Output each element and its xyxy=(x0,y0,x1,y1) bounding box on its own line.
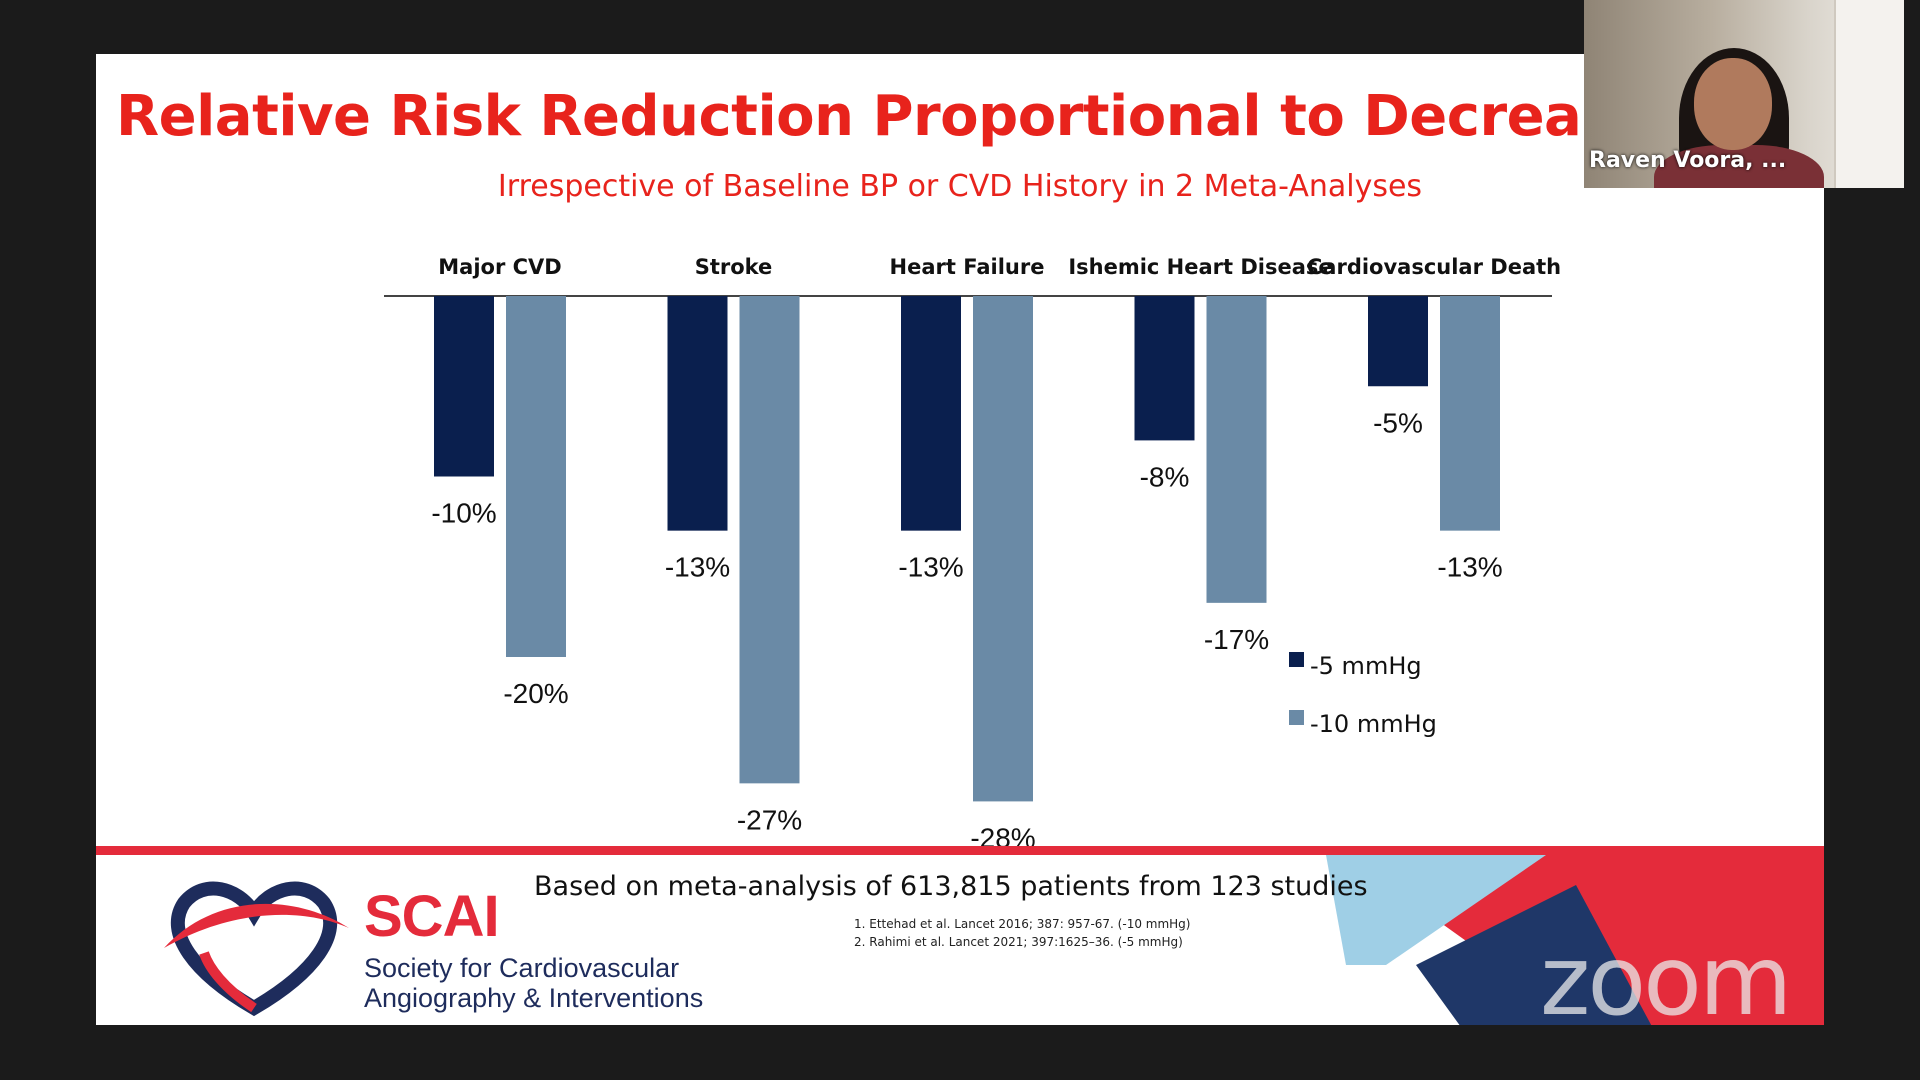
slide-title: Relative Risk Reduction Proportional to … xyxy=(116,84,1819,149)
bar-minus10 xyxy=(739,296,800,784)
category-label: Ishemic Heart Disease xyxy=(1068,255,1332,279)
slide-footer: SCAI Society for Cardiovascular Angiogra… xyxy=(96,846,1824,1025)
bar-minus5 xyxy=(1134,296,1195,441)
slide-subtitle: Irrespective of Baseline BP or CVD Histo… xyxy=(497,169,1423,204)
logo-wordmark: SCAI xyxy=(364,884,500,949)
data-label: -28% xyxy=(970,822,1035,846)
bar-minus5 xyxy=(901,296,961,531)
data-label: -17% xyxy=(1204,624,1269,655)
reference-2: 2. Rahimi et al. Lancet 2021; 397:1625–3… xyxy=(854,935,1183,949)
data-label: -5% xyxy=(1373,407,1423,438)
logo-tagline-line1: Society for Cardiovascular xyxy=(364,953,680,983)
footnote-summary: Based on meta-analysis of 613,815 patien… xyxy=(534,871,1368,902)
zoom-watermark: zoom xyxy=(1540,925,1792,1037)
bar-minus10 xyxy=(1206,296,1267,603)
bar-minus10 xyxy=(506,296,566,657)
participant-name-label: Raven Voora, ... xyxy=(1589,148,1787,173)
data-label: -13% xyxy=(1437,552,1502,583)
participant-face xyxy=(1694,58,1772,150)
data-label: -13% xyxy=(665,552,730,583)
legend-label: -10 mmHg xyxy=(1310,710,1437,738)
legend-label: -5 mmHg xyxy=(1310,652,1422,680)
category-label: Stroke xyxy=(695,255,773,279)
data-label: -13% xyxy=(898,552,963,583)
bar-chart: Major CVD -10% -20% Stroke -13% -27% Heart Fai… xyxy=(384,255,1561,846)
reference-1: 1. Ettehad et al. Lancet 2016; 387: 957-… xyxy=(854,917,1191,931)
bar-minus5 xyxy=(434,296,494,477)
participant-video-tile[interactable]: Raven Voora, ... xyxy=(1584,0,1904,188)
scai-heart-logo-icon xyxy=(164,881,349,1017)
legend-swatch xyxy=(1289,710,1304,725)
category-label: Major CVD xyxy=(438,255,561,279)
category-label: Cardiovascular Death xyxy=(1307,255,1561,279)
data-label: -20% xyxy=(503,678,568,709)
bar-minus10 xyxy=(1440,296,1500,531)
bar-minus5 xyxy=(1368,296,1428,387)
category-label: Heart Failure xyxy=(890,255,1045,279)
legend-swatch xyxy=(1289,652,1304,667)
slide: Relative Risk Reduction Proportional to … xyxy=(96,54,1824,1025)
data-label: -27% xyxy=(737,804,802,835)
participant-body xyxy=(1654,145,1824,188)
data-label: -10% xyxy=(431,498,496,529)
data-label: -8% xyxy=(1140,461,1190,492)
bar-minus5 xyxy=(667,296,728,531)
bar-minus10 xyxy=(973,296,1033,802)
footer-decoration xyxy=(1326,855,1824,1025)
logo-tagline-line2: Angiography & Interventions xyxy=(364,983,704,1013)
background-door xyxy=(1834,0,1904,188)
